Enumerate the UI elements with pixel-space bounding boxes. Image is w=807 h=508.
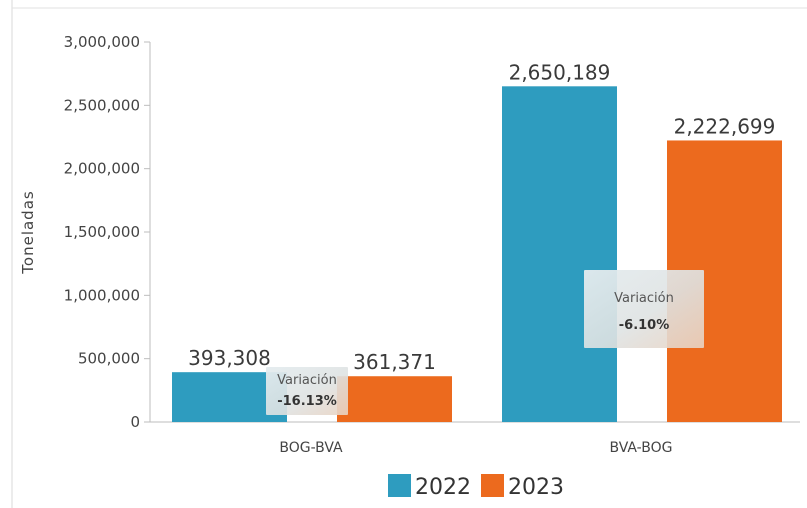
legend-label-2023: 2023: [508, 475, 564, 500]
bar-bog-bva-2023: [337, 376, 452, 422]
variation-annotations: Variación -16.13% Variación -6.10%: [266, 270, 704, 415]
legend-swatch-2022: [388, 474, 411, 497]
legend-label-2022: 2022: [415, 475, 471, 500]
y-axis-title: Toneladas: [19, 190, 37, 274]
y-tick-label: 2,500,000: [64, 96, 140, 114]
variation-value-bog-bva: -16.13%: [277, 394, 337, 409]
variation-title-bva-bog: Variación: [614, 291, 674, 306]
y-axis: 3,000,000 2,500,000 2,000,000 1,500,000 1,00…: [64, 33, 151, 431]
y-tick-label: 1,500,000: [64, 223, 140, 241]
y-tick-label: 2,000,000: [64, 160, 140, 178]
data-label-bva-bog-2023: 2,222,699: [674, 114, 776, 138]
y-tick-label: 1,000,000: [64, 286, 140, 304]
category-label-bog-bva: BOG-BVA: [279, 440, 343, 456]
variation-title-bog-bva: Variación: [277, 373, 337, 388]
y-tick-label: 500,000: [78, 350, 140, 368]
variation-box-bva-bog: [584, 270, 704, 348]
bars: 393,308 361,371 2,650,189 2,222,699: [172, 60, 782, 423]
bar-bva-bog-2022: [502, 86, 617, 423]
data-label-bva-bog-2022: 2,650,189: [509, 60, 611, 84]
legend-swatch-2023: [481, 474, 504, 497]
variation-box-bog-bva: [266, 367, 348, 415]
variation-value-bva-bog: -6.10%: [619, 318, 670, 333]
y-tick-label: 0: [130, 413, 140, 431]
legend: 2022 2023: [388, 474, 564, 500]
data-label-bog-bva-2023: 361,371: [353, 350, 436, 374]
category-label-bva-bog: BVA-BOG: [610, 440, 673, 456]
data-label-bog-bva-2022: 393,308: [188, 346, 271, 370]
y-tick-label: 3,000,000: [64, 33, 140, 51]
